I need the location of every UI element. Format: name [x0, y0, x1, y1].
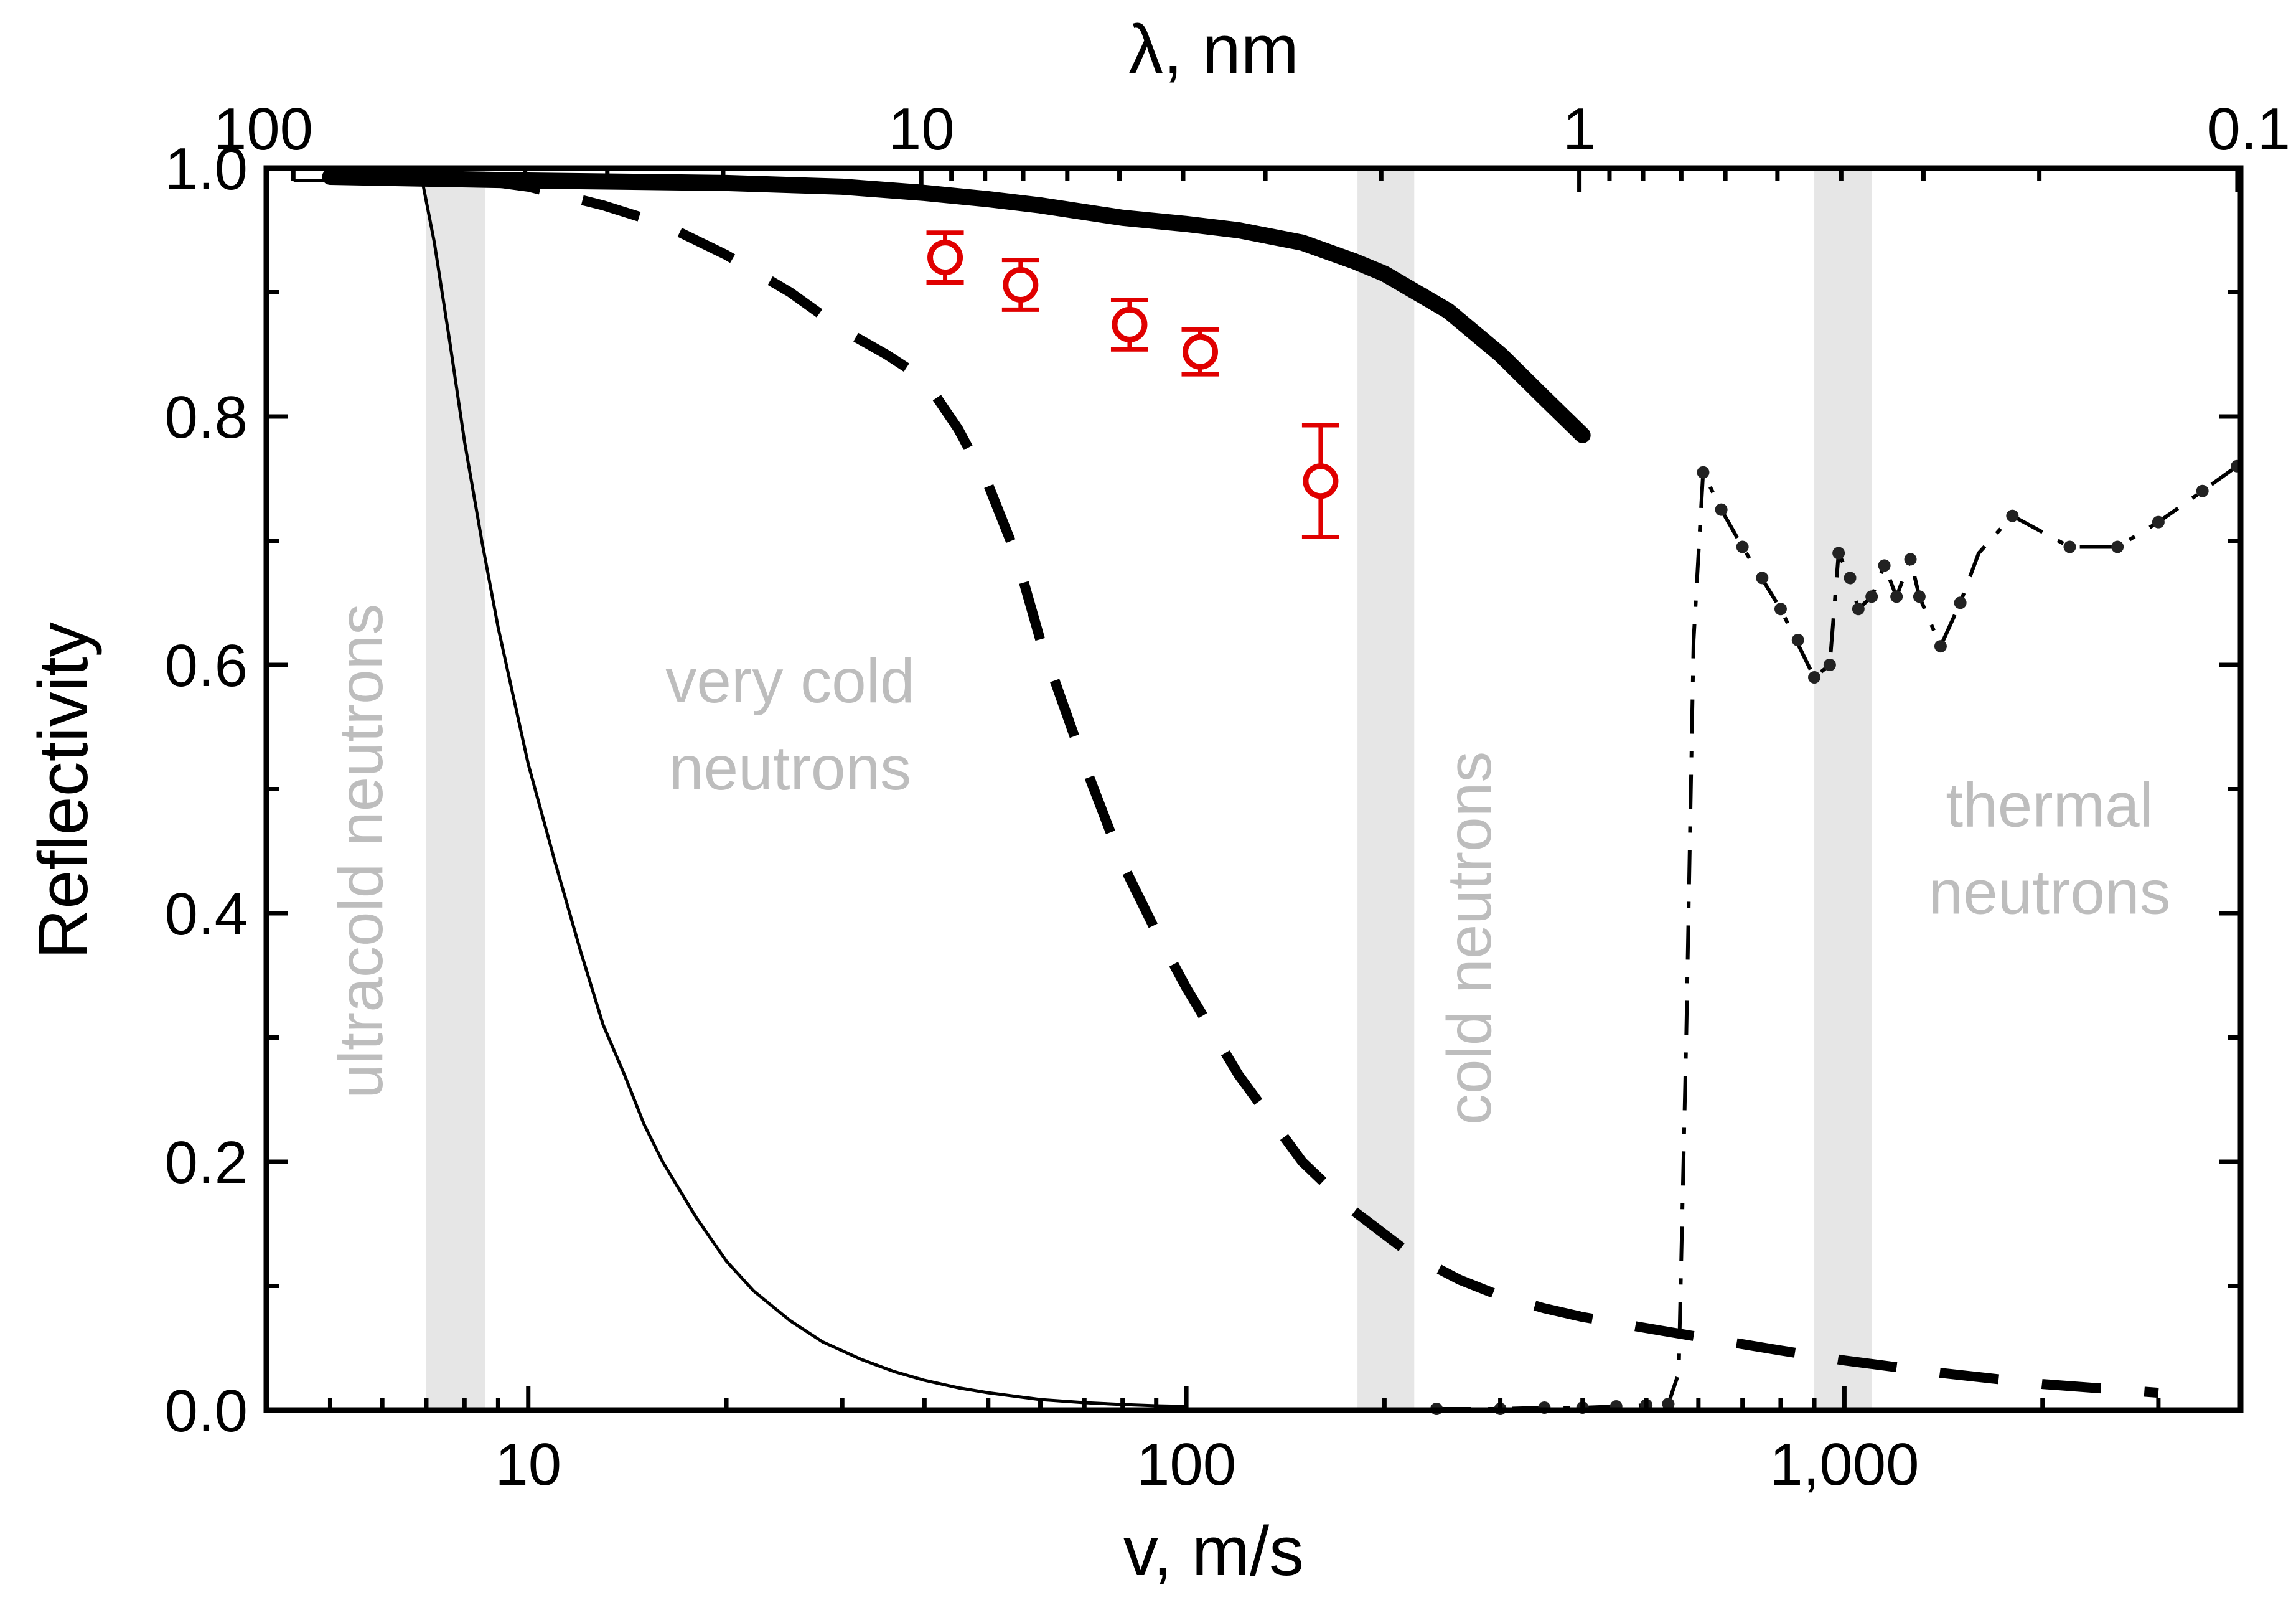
dash-dot-marker: [1808, 671, 1821, 684]
region-label-layer: ultracold neutrons very cold neutrons cold …: [326, 604, 2170, 1125]
dash-dot-marker: [1890, 590, 1903, 603]
experimental-point: [1182, 334, 1218, 370]
y-tick-label: 0.2: [165, 1129, 248, 1196]
x-axis-title: v, m/s: [1123, 1512, 1304, 1590]
dash-dot-marker: [1756, 572, 1769, 585]
experimental-point: [1112, 306, 1148, 342]
y-tick-label: 0.4: [165, 881, 248, 948]
dash-dot-marker: [1844, 572, 1857, 585]
dash-dot-marker: [2111, 540, 2124, 553]
series-thick-solid: [322, 169, 1591, 443]
x2-tick-label: 100: [213, 96, 313, 162]
experimental-point: [1003, 267, 1039, 303]
dash-dot-marker: [2006, 509, 2019, 522]
dash-dot-marker: [1934, 640, 1947, 653]
x2-tick-label: 10: [888, 96, 955, 162]
top-axis-title: λ, nm: [1128, 11, 1299, 88]
x-tick-label: 1,000: [1769, 1431, 1919, 1498]
region-label-thermal-line: thermal: [1946, 770, 2153, 840]
dash-dot-marker: [1823, 659, 1836, 671]
region-label-very-cold-line: neutrons: [669, 733, 911, 803]
dash-dot-marker: [1904, 553, 1917, 566]
series-dashed: [481, 176, 2159, 1398]
dash-dot-marker: [1774, 603, 1787, 616]
dash-dot-marker: [1878, 559, 1891, 572]
dash-dot-marker: [1715, 503, 1728, 516]
dash-dot-marker: [1791, 634, 1804, 647]
dash-dot-marker: [1852, 603, 1865, 616]
plot-frame: [263, 165, 2244, 1413]
band-cn-thermal-boundary: [1814, 168, 1872, 1410]
y-tick-label: 0.0: [165, 1378, 248, 1444]
region-label-cold: cold neutrons: [1435, 751, 1504, 1125]
dash-dot-marker: [2196, 484, 2209, 497]
experimental-point: [1303, 463, 1339, 499]
y-tick-label: 1.0: [165, 136, 248, 202]
dash-dot-marker: [2063, 540, 2076, 553]
dash-dot-marker: [1832, 547, 1845, 560]
dash-dot-marker: [2152, 515, 2165, 529]
axes-layer: [263, 165, 2244, 1413]
dash-dot-marker: [1697, 466, 1710, 479]
region-label-thermal-line: neutrons: [1928, 857, 2170, 927]
dash-dot-marker: [1913, 590, 1926, 603]
region-label-cold-line: cold neutrons: [1435, 751, 1504, 1125]
dash-dot-marker: [1662, 1398, 1675, 1411]
band-ucn-vcn-boundary: [426, 168, 485, 1410]
x2-tick-label: 1: [1563, 96, 1596, 162]
region-label-very-cold-line: very cold: [665, 646, 914, 716]
x-tick-label: 100: [1136, 1431, 1236, 1498]
x-tick-label: 10: [495, 1431, 561, 1498]
y-axis-title: Reflectivity: [24, 622, 102, 959]
series-thin-solid: [293, 179, 1187, 1408]
region-label-ultracold-line: ultracold neutrons: [326, 604, 396, 1099]
x2-tick-label: 0.1: [2208, 96, 2290, 162]
region-label-ultracold: ultracold neutrons: [326, 604, 396, 1099]
y-tick-label: 0.6: [165, 633, 248, 699]
experimental-point: [927, 240, 963, 276]
tick-label-layer: 0.0 0.2 0.4 0.6 0.8 1.0 10 100 1,000 100 10 1 0.1: [165, 96, 2290, 1498]
region-label-thermal: thermal neutrons: [1928, 770, 2170, 927]
dash-dot-marker: [1736, 540, 1749, 553]
band-vcn-cn-boundary: [1357, 168, 1415, 1410]
experimental-layer: [926, 230, 1339, 540]
y-tick-label: 0.8: [165, 384, 248, 451]
dash-dot-marker: [1954, 596, 1967, 609]
region-label-very-cold: very cold neutrons: [665, 646, 914, 803]
dash-dot-marker: [1865, 590, 1878, 603]
band-layer: [426, 168, 1872, 1410]
